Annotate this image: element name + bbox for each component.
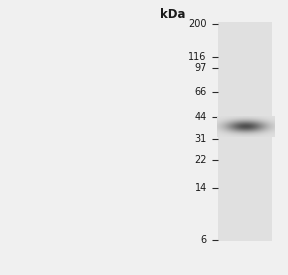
Text: 66: 66 xyxy=(194,87,207,97)
Text: kDa: kDa xyxy=(160,8,185,21)
Text: 14: 14 xyxy=(194,183,207,193)
Text: 44: 44 xyxy=(194,112,207,122)
Text: 200: 200 xyxy=(188,18,207,29)
Text: 22: 22 xyxy=(194,155,207,165)
Text: 6: 6 xyxy=(201,235,207,245)
Text: 97: 97 xyxy=(194,63,207,73)
Text: 31: 31 xyxy=(194,134,207,144)
Bar xyxy=(218,22,272,241)
Text: 116: 116 xyxy=(188,52,207,62)
